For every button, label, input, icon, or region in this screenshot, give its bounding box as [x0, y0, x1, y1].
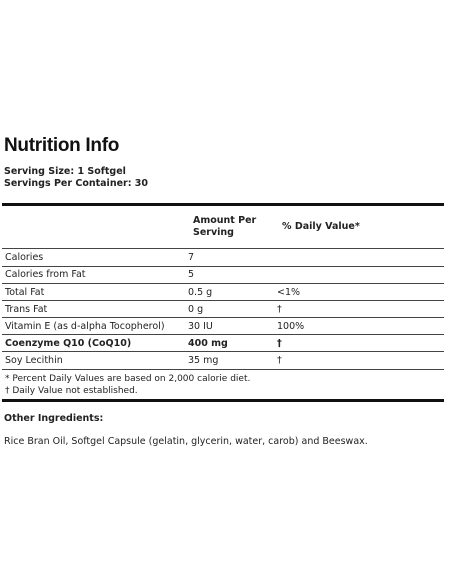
- row-name: Total Fat: [5, 287, 45, 298]
- row-divider: [2, 351, 444, 352]
- row-amount: 7: [188, 252, 195, 263]
- servings-per-container: Servings Per Container: 30: [4, 178, 149, 189]
- row-divider: [2, 369, 444, 370]
- bottom-rule: [2, 399, 444, 402]
- header-rule: [2, 248, 444, 249]
- row-name: Coenzyme Q10 (CoQ10): [5, 338, 132, 349]
- other-ingredients-text: Rice Bran Oil, Softgel Capsule (gelatin,…: [4, 436, 368, 447]
- row-dv: 100%: [277, 321, 305, 332]
- table-row: Calories from Fat 5: [0, 266, 446, 283]
- row-name: Trans Fat: [5, 304, 48, 315]
- row-name: Vitamin E (as d-alpha Tocopherol): [5, 321, 165, 332]
- daily-value-header: % Daily Value*: [282, 221, 360, 232]
- row-divider: [2, 317, 444, 318]
- row-amount: 35 mg: [188, 355, 219, 366]
- table-row: Coenzyme Q10 (CoQ10) 400 mg †: [0, 335, 446, 352]
- amount-header-line1: Amount Per: [193, 215, 257, 226]
- row-divider: [2, 266, 444, 267]
- table-row: Calories 7: [0, 249, 446, 266]
- row-amount: 30 IU: [188, 321, 213, 332]
- row-divider: [2, 334, 444, 335]
- row-dv: †: [277, 304, 282, 315]
- row-name: Soy Lecithin: [5, 355, 63, 366]
- other-ingredients-title: Other Ingredients:: [4, 413, 104, 424]
- row-amount: 0.5 g: [188, 287, 213, 298]
- amount-header-line2: Serving: [193, 227, 234, 238]
- row-divider: [2, 300, 444, 301]
- top-rule: [2, 203, 444, 206]
- table-row: Soy Lecithin 35 mg †: [0, 352, 446, 369]
- row-amount: 0 g: [188, 304, 204, 315]
- footnote-daily-values: * Percent Daily Values are based on 2,00…: [5, 374, 251, 384]
- serving-size: Serving Size: 1 Softgel: [4, 166, 126, 177]
- row-dv: †: [277, 355, 282, 366]
- amount-header: Amount Per Serving: [193, 215, 256, 239]
- row-amount: 5: [188, 269, 195, 280]
- table-row: Trans Fat 0 g †: [0, 301, 446, 318]
- page-title: Nutrition Info: [4, 135, 120, 156]
- footnote-not-established: † Daily Value not established.: [5, 386, 138, 396]
- row-divider: [2, 283, 444, 284]
- table-row: Total Fat 0.5 g <1%: [0, 284, 446, 301]
- row-name: Calories: [5, 252, 44, 263]
- row-dv: †: [277, 338, 282, 349]
- row-dv: <1%: [277, 287, 301, 298]
- table-row: Vitamin E (as d-alpha Tocopherol) 30 IU …: [0, 318, 446, 335]
- row-amount: 400 mg: [188, 338, 228, 349]
- row-name: Calories from Fat: [5, 269, 86, 280]
